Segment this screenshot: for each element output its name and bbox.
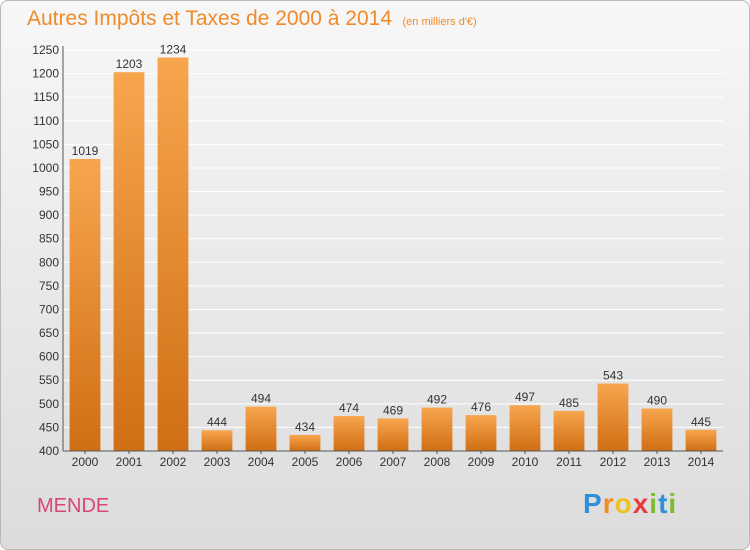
bar: [377, 418, 409, 451]
proxiti-logo: Proxiti: [583, 488, 677, 520]
x-tick-label: 2001: [116, 455, 143, 469]
logo-letter: r: [602, 488, 615, 519]
city-name: MENDE: [37, 495, 110, 517]
data-label: 476: [471, 400, 491, 414]
x-tick-label: 2000: [72, 455, 99, 469]
data-label: 485: [559, 396, 579, 410]
y-tick-label: 1050: [32, 137, 59, 151]
bar: [113, 72, 145, 451]
labels-layer: 1019 1203 1234 444 494 434 474 469 492 476 497 485 5…: [72, 43, 712, 434]
bar: [685, 429, 717, 451]
y-tick-label: 550: [39, 373, 59, 387]
y-tick-label: 600: [39, 350, 59, 364]
logo-letter: o: [614, 488, 633, 519]
title-row: Autres Impôts et Taxes de 2000 à 2014 (e…: [27, 7, 477, 31]
bar: [641, 408, 673, 451]
x-tick-label: 2014: [688, 455, 715, 469]
bars-layer: [69, 57, 717, 451]
data-label: 497: [515, 390, 535, 404]
data-label: 494: [251, 392, 271, 406]
x-tick-label: 2008: [424, 455, 451, 469]
data-label: 1019: [72, 144, 99, 158]
y-tick-label: 850: [39, 232, 59, 246]
data-label: 1234: [160, 43, 187, 57]
axis-layer: 400 450 500 550 600 650 700 750 800 850 900 950 1000…: [32, 43, 723, 469]
data-label: 444: [207, 415, 227, 429]
data-label: 445: [691, 415, 711, 429]
data-label: 469: [383, 403, 403, 417]
y-tick-label: 500: [39, 397, 59, 411]
logo-letter: i: [668, 488, 678, 519]
chart-subtitle: (en milliers d'€): [402, 16, 477, 28]
y-tick-label: 450: [39, 420, 59, 434]
x-tick-label: 2010: [512, 455, 539, 469]
bar: [245, 406, 277, 451]
y-tick-label: 700: [39, 302, 59, 316]
bar: [333, 416, 365, 451]
bar: [421, 407, 453, 451]
y-tick-label: 400: [39, 444, 59, 458]
bar: [201, 430, 233, 451]
y-tick-label: 750: [39, 279, 59, 293]
x-tick-label: 2006: [336, 455, 363, 469]
bar: [289, 434, 321, 451]
y-tick-label: 1000: [32, 161, 59, 175]
data-label: 1203: [116, 57, 143, 71]
bar: [509, 405, 541, 451]
data-label: 434: [295, 420, 315, 434]
bar: [69, 158, 101, 451]
x-tick-label: 2011: [556, 455, 582, 469]
logo-letter: t: [658, 488, 669, 519]
logo-letter: P: [583, 488, 603, 519]
x-tick-label: 2009: [468, 455, 495, 469]
y-tick-label: 650: [39, 326, 59, 340]
y-tick-label: 950: [39, 185, 59, 199]
y-tick-label: 1200: [32, 67, 59, 81]
x-tick-label: 2012: [600, 455, 627, 469]
x-tick-label: 2007: [380, 455, 407, 469]
y-tick-label: 1250: [32, 43, 59, 57]
y-tick-label: 800: [39, 255, 59, 269]
logo-letter: x: [632, 488, 650, 519]
x-tick-label: 2003: [204, 455, 231, 469]
x-tick-label: 2004: [248, 455, 275, 469]
bar: [157, 57, 189, 451]
y-tick-label: 1150: [33, 90, 59, 104]
logo-letter: i: [649, 488, 659, 519]
bar: [597, 383, 629, 451]
y-tick-label: 900: [39, 208, 59, 222]
data-label: 490: [647, 394, 667, 408]
y-tick-label: 1100: [33, 114, 59, 128]
chart-title: Autres Impôts et Taxes de 2000 à 2014: [27, 7, 393, 30]
bar: [465, 415, 497, 451]
x-tick-label: 2005: [292, 455, 319, 469]
data-label: 543: [603, 369, 623, 383]
x-tick-label: 2002: [160, 455, 187, 469]
x-tick-label: 2013: [644, 455, 671, 469]
bar: [553, 410, 585, 451]
data-label: 474: [339, 401, 359, 415]
data-label: 492: [427, 393, 447, 407]
